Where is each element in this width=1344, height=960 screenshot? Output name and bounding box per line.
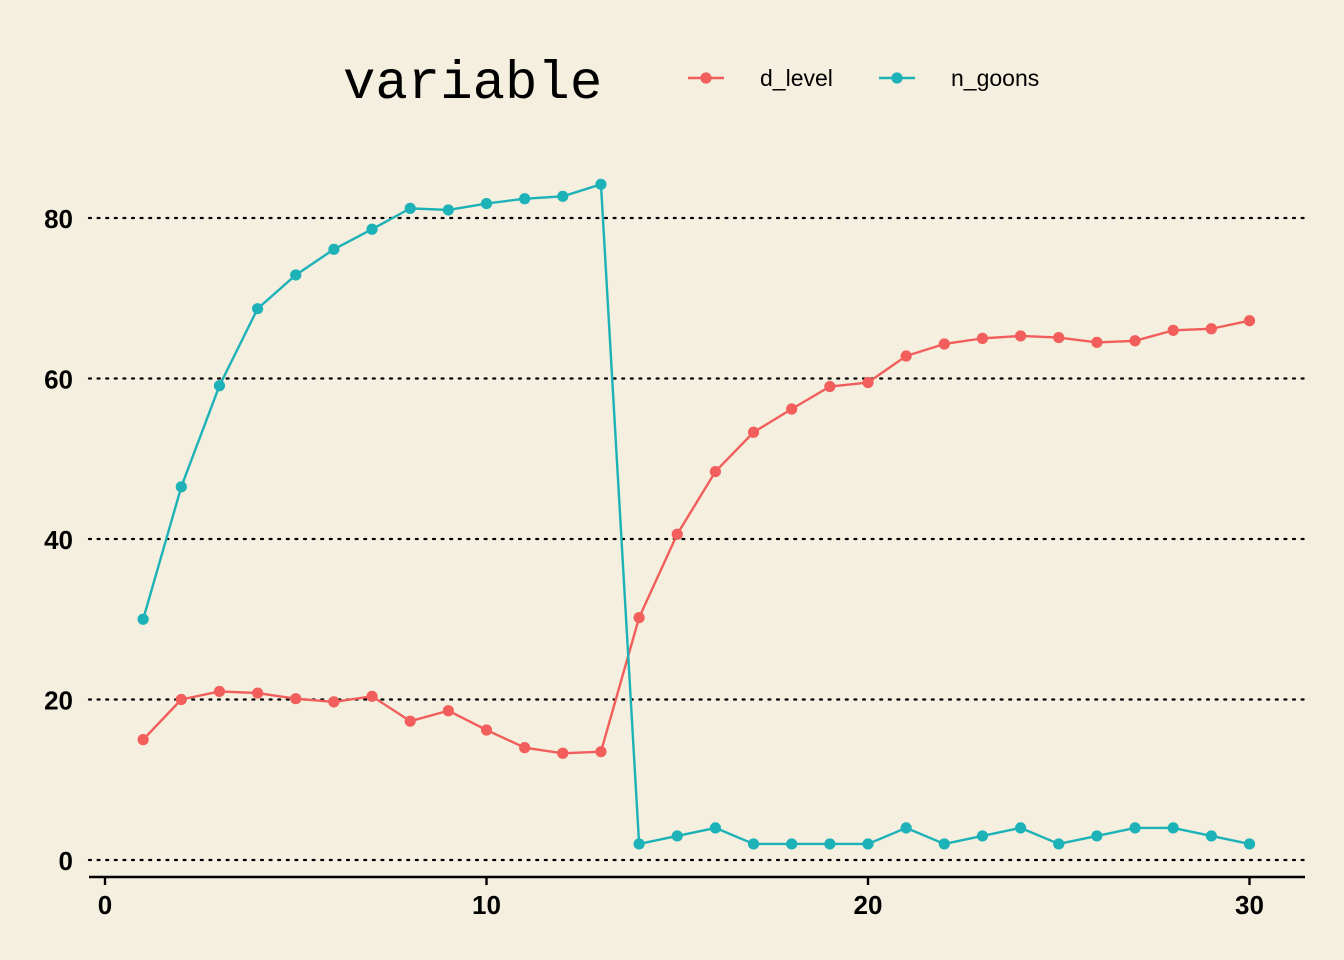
data-point-n_goons <box>595 178 607 190</box>
legend-key-point <box>891 72 903 84</box>
data-point-n_goons <box>1091 830 1103 842</box>
legend-items: d_level n_goons <box>688 65 1039 91</box>
legend-label: d_level <box>760 65 833 91</box>
data-point-d_level <box>747 426 760 438</box>
data-point-n_goons <box>519 193 531 205</box>
y-tick-label: 40 <box>44 525 73 555</box>
data-point-n_goons <box>1205 830 1217 842</box>
data-point-d_level <box>671 528 683 540</box>
data-point-n_goons <box>786 838 798 850</box>
data-point-d_level <box>633 612 645 624</box>
legend-title: variable <box>343 54 602 115</box>
series-layer <box>137 178 1256 850</box>
data-point-n_goons <box>1053 838 1065 850</box>
data-point-d_level <box>252 687 264 699</box>
data-point-d_level <box>1205 323 1217 335</box>
x-tick-label: 20 <box>854 890 883 920</box>
data-point-n_goons <box>747 838 760 850</box>
data-point-n_goons <box>824 838 836 850</box>
legend-key-point <box>700 72 712 84</box>
data-point-n_goons <box>480 197 493 210</box>
data-point-n_goons <box>366 223 378 235</box>
data-point-n_goons <box>175 481 187 493</box>
data-point-n_goons <box>442 204 454 216</box>
data-point-d_level <box>404 715 416 727</box>
data-point-n_goons <box>671 830 683 842</box>
data-point-d_level <box>1129 335 1141 347</box>
data-point-d_level <box>1053 331 1065 344</box>
data-point-n_goons <box>1129 822 1141 834</box>
y-tick-label: 60 <box>44 365 73 395</box>
legend-item-n_goons: n_goons <box>879 65 1039 91</box>
data-point-d_level <box>290 693 302 705</box>
data-point-n_goons <box>1167 822 1179 834</box>
x-tick-label: 10 <box>472 890 501 920</box>
y-tick-label: 0 <box>59 846 73 876</box>
y-axis: 0 20 40 60 80 <box>44 204 73 876</box>
data-point-n_goons <box>290 269 302 281</box>
data-point-d_level <box>557 747 569 759</box>
data-point-d_level <box>213 685 226 698</box>
data-point-n_goons <box>213 380 226 392</box>
x-tick-label: 30 <box>1235 890 1264 920</box>
data-point-n_goons <box>328 243 340 255</box>
data-point-d_level <box>786 403 798 415</box>
series-line-d_level <box>142 319 1250 755</box>
legend: variable d_level n_goons <box>343 54 1039 115</box>
data-point-d_level <box>1243 315 1256 327</box>
series-d_level <box>137 315 1256 759</box>
x-axis: 0 10 20 30 <box>89 875 1305 920</box>
legend-item-d_level: d_level <box>688 65 833 91</box>
data-point-d_level <box>976 332 989 344</box>
data-point-d_level <box>137 734 149 746</box>
y-tick-label: 80 <box>44 204 73 234</box>
data-point-d_level <box>175 693 187 706</box>
data-point-d_level <box>442 705 454 717</box>
data-point-d_level <box>900 350 912 362</box>
data-point-d_level <box>366 690 378 702</box>
data-point-d_level <box>328 696 340 708</box>
data-point-d_level <box>1091 336 1103 348</box>
y-tick-label: 20 <box>44 686 73 716</box>
data-point-d_level <box>519 742 531 754</box>
data-point-n_goons <box>976 830 989 842</box>
data-point-d_level <box>480 724 493 736</box>
data-point-n_goons <box>709 822 722 834</box>
data-point-n_goons <box>1015 822 1027 834</box>
data-point-d_level <box>595 746 607 758</box>
data-point-n_goons <box>862 838 874 850</box>
data-point-n_goons <box>404 202 416 214</box>
data-point-d_level <box>1015 330 1027 342</box>
series-n_goons <box>137 178 1256 850</box>
series-line-n_goons <box>141 183 1250 846</box>
data-point-d_level <box>824 380 836 393</box>
data-point-n_goons <box>252 303 264 315</box>
data-point-n_goons <box>633 838 645 850</box>
data-point-n_goons <box>938 838 950 850</box>
data-point-n_goons <box>1243 838 1256 850</box>
data-point-d_level <box>709 465 722 478</box>
data-point-n_goons <box>137 613 149 625</box>
data-point-d_level <box>938 338 950 350</box>
data-point-n_goons <box>557 190 569 202</box>
data-point-n_goons <box>900 822 912 834</box>
x-tick-label: 0 <box>98 890 112 920</box>
legend-label: n_goons <box>951 65 1039 91</box>
data-point-d_level <box>862 376 874 389</box>
data-point-d_level <box>1167 324 1179 336</box>
